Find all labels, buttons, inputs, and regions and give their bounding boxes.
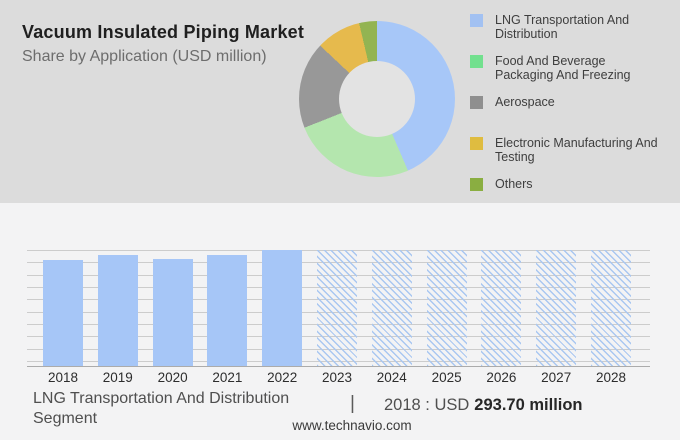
bar (97, 255, 138, 366)
header-panel: Vacuum Insulated Piping Market Share by … (0, 0, 680, 203)
value-amount: 293.70 million (474, 396, 583, 414)
x-axis-labels: 2018 2019 2020 2021 2022 2023 2024 2025 2026 2027… (27, 370, 650, 388)
caption-separator: | (350, 393, 355, 414)
forecast-bar (481, 250, 522, 366)
forecast-bar (371, 250, 412, 366)
legend-swatch-icon (470, 178, 483, 191)
legend-swatch-icon (470, 55, 483, 68)
forecast-bar (317, 250, 357, 366)
legend-swatch-icon (470, 96, 483, 109)
footer-url: www.technavio.com (292, 418, 412, 433)
x-axis-label: 2028 (595, 370, 627, 385)
legend-label: Aerospace (495, 95, 555, 109)
legend-swatch-icon (470, 137, 483, 150)
x-axis-label: 2023 (321, 370, 353, 385)
donut-chart (299, 21, 455, 177)
x-axis-label: 2019 (102, 370, 133, 385)
bar (207, 255, 248, 366)
bar (152, 259, 193, 366)
bar (43, 260, 83, 366)
value-year-prefix: 2018 : USD (384, 396, 470, 414)
legend-item: Aerospace (470, 95, 680, 136)
x-axis-label: 2021 (212, 370, 243, 385)
legend-swatch-icon (470, 14, 483, 27)
forecast-bar (591, 250, 631, 366)
page-subtitle: Share by Application (USD million) (22, 48, 267, 65)
chart-panel: 2018 2019 2020 2021 2022 2023 2024 2025 2026 2027… (0, 203, 680, 440)
forecast-bar (536, 250, 577, 366)
x-axis-label: 2020 (157, 370, 188, 385)
x-axis-label: 2024 (376, 370, 407, 385)
page-title: Vacuum Insulated Piping Market (22, 22, 305, 42)
donut-hole (339, 61, 415, 137)
legend-label: Food And Beverage Packaging And Freezing (495, 54, 631, 83)
segment-caption: LNG Transportation And Distribution Segm… (33, 390, 290, 427)
bar (262, 250, 303, 366)
x-axis-label: 2018 (47, 370, 79, 385)
forecast-bar (426, 250, 467, 366)
legend-label: LNG Transportation And Distribution (495, 13, 630, 42)
x-axis-label: 2025 (431, 370, 462, 385)
legend: LNG Transportation And Distribution Food … (470, 13, 680, 218)
legend-item: LNG Transportation And Distribution (470, 13, 680, 54)
bar-chart (27, 250, 650, 367)
legend-label: Others (495, 177, 533, 191)
value-caption: 2018 : USD 293.70 million (384, 396, 583, 415)
x-axis-label: 2027 (541, 370, 572, 385)
x-axis-label: 2022 (267, 370, 298, 385)
legend-item: Electronic Manufacturing And Testing (470, 136, 680, 177)
legend-item: Others (470, 177, 680, 218)
legend-item: Food And Beverage Packaging And Freezing (470, 54, 680, 95)
legend-label: Electronic Manufacturing And Testing (495, 136, 658, 165)
x-axis-label: 2026 (486, 370, 517, 385)
